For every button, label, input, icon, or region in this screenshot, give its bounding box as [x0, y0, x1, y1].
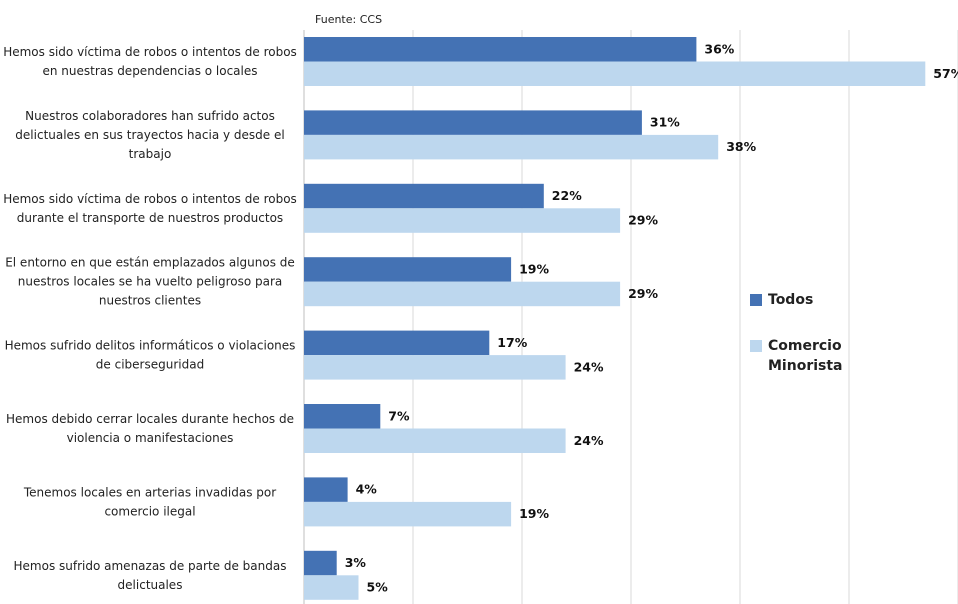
legend-item-comercio-minorista: Comercio Minorista — [750, 336, 950, 376]
category-label-line: trabajo — [129, 147, 172, 161]
data-label: 22% — [552, 188, 582, 203]
data-label: 29% — [628, 286, 658, 301]
category-label-line: Nuestros colaboradores han sufrido actos — [25, 109, 275, 123]
data-label: 5% — [367, 580, 389, 595]
legend: Todos Comercio Minorista — [750, 290, 950, 402]
bar-comercio-minorista — [304, 355, 566, 380]
bar-todos — [304, 183, 544, 209]
data-label: 4% — [356, 482, 378, 497]
legend-label-comercio-minorista: Comercio Minorista — [768, 338, 843, 374]
category-label: Hemos sufrido amenazas de parte de banda… — [14, 559, 287, 592]
bar-todos — [304, 404, 381, 429]
category-label-line: Hemos sufrido delitos informáticos o vio… — [5, 339, 296, 353]
data-label: 24% — [574, 433, 604, 448]
bar-comercio-minorista — [304, 281, 621, 307]
bar-comercio-minorista — [304, 208, 621, 233]
category-labels: Hemos sido víctima de robos o intentos d… — [3, 45, 297, 592]
data-label: 3% — [345, 555, 367, 570]
bar-todos — [304, 37, 697, 62]
category-label-line: nuestros clientes — [99, 294, 201, 308]
category-label: Hemos sido víctima de robos o intentos d… — [3, 45, 297, 78]
category-label-line: Hemos sufrido amenazas de parte de banda… — [14, 559, 287, 573]
data-label: 57% — [933, 66, 958, 81]
category-label-line: delictuales en sus trayectos hacia y des… — [15, 128, 284, 142]
category-label-line: El entorno en que están emplazados algun… — [5, 256, 295, 270]
bar-todos — [304, 110, 642, 135]
category-label: El entorno en que están emplazados algun… — [5, 256, 295, 308]
category-label-line: violencia o manifestaciones — [67, 431, 234, 445]
bar-comercio-minorista — [304, 428, 566, 453]
category-label-line: nuestros locales se ha vuelto peligroso … — [18, 275, 283, 289]
data-label: 19% — [519, 261, 549, 276]
bar-todos — [304, 477, 348, 502]
category-label-line: Hemos debido cerrar locales durante hech… — [6, 412, 294, 426]
category-label-line: Tenemos locales en arterias invadidas po… — [23, 485, 276, 499]
legend-swatch-todos — [750, 294, 762, 306]
bar-comercio-minorista — [304, 501, 512, 527]
category-label-line: durante el transporte de nuestros produc… — [17, 211, 283, 225]
legend-item-todos: Todos — [750, 290, 950, 310]
bar-todos — [304, 550, 337, 576]
legend-label-todos: Todos — [768, 292, 814, 308]
data-label: 19% — [519, 506, 549, 521]
bar-comercio-minorista — [304, 134, 719, 160]
bar-todos — [304, 330, 490, 356]
category-label-line: comercio ilegal — [104, 504, 195, 518]
data-label: 17% — [497, 335, 527, 350]
category-label-line: en nuestras dependencias o locales — [42, 64, 257, 78]
category-label-line: delictuales — [118, 578, 183, 592]
data-label: 38% — [726, 139, 756, 154]
data-label: 24% — [574, 359, 604, 374]
bars: 36% 57% 31% 38% 22% 29% 19% 29% 17% 24% 7% 24% 4% 19%… — [304, 37, 958, 600]
category-label: Tenemos locales en arterias invadidas po… — [23, 485, 276, 518]
bar-todos — [304, 257, 512, 282]
category-label: Hemos sido víctima de robos o intentos d… — [3, 192, 297, 225]
data-label: 29% — [628, 213, 658, 228]
category-label-line: Hemos sido víctima de robos o intentos d… — [3, 192, 297, 206]
legend-swatch-comercio-minorista — [750, 340, 762, 352]
category-label-line: Hemos sido víctima de robos o intentos d… — [3, 45, 297, 59]
category-label-line: de ciberseguridad — [96, 358, 204, 372]
bar-comercio-minorista — [304, 61, 926, 86]
data-label: 31% — [650, 115, 680, 130]
data-label: 7% — [388, 408, 410, 423]
bar-comercio-minorista — [304, 575, 359, 600]
chart-source: Fuente: CCS — [315, 13, 382, 26]
category-label: Hemos debido cerrar locales durante hech… — [6, 412, 294, 445]
category-label: Hemos sufrido delitos informáticos o vio… — [5, 339, 296, 372]
category-label: Nuestros colaboradores han sufrido actos… — [15, 109, 284, 161]
data-label: 36% — [704, 41, 734, 56]
